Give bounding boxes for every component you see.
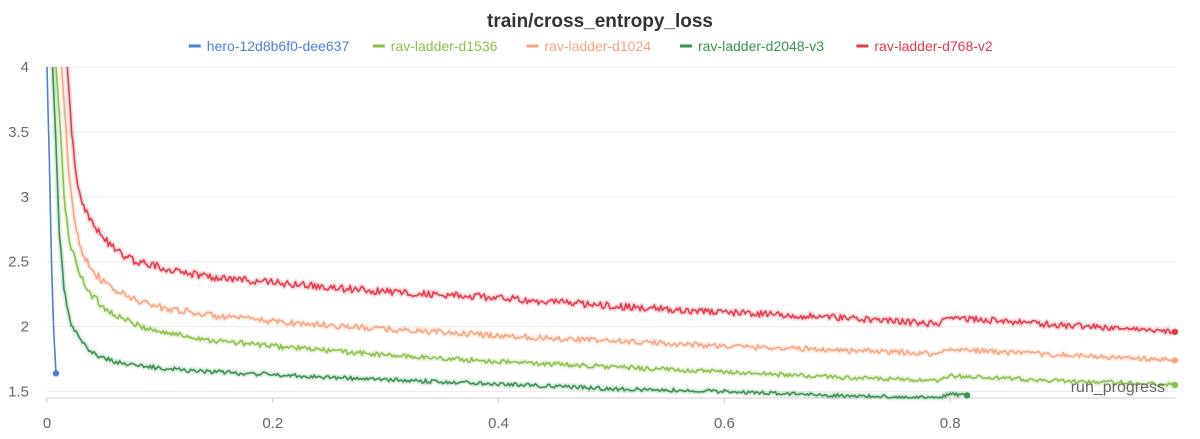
legend-label: hero-12d8b6f0-dee637: [207, 38, 350, 54]
series-endpoint-hero-12d8b6f0-dee637[interactable]: [52, 370, 60, 377]
series-line-hero-12d8b6f0-dee637[interactable]: [46, 66, 57, 374]
series-line-rav-ladder-d2048-v3[interactable]: [51, 66, 968, 399]
chart-title: train/cross_entropy_loss: [487, 11, 713, 32]
x-tick-label: 0.6: [714, 415, 735, 432]
legend-label: rav-ladder-d2048-v3: [698, 38, 824, 54]
legend-label: rav-ladder-d768-v2: [874, 38, 992, 54]
y-tick-label: 3: [21, 189, 29, 206]
x-tick-label: 0.4: [488, 415, 509, 432]
legend-label: rav-ladder-d1536: [391, 38, 498, 54]
series-band-rav-ladder-d768-v2: [64, 66, 1177, 336]
legend-item[interactable]: rav-ladder-d768-v2: [856, 38, 993, 54]
x-tick-label: 0.8: [940, 415, 961, 432]
series-line-rav-ladder-d1024[interactable]: [60, 66, 1176, 363]
axes: 1.5 2 2.5 3 3.5 4 0 0.2 0.4 0.6 0.8: [8, 59, 1176, 432]
y-tick-label: 1.5: [8, 384, 29, 401]
legend-item[interactable]: rav-ladder-d1024: [526, 38, 651, 54]
series-endpoint-rav-ladder-d768-v2[interactable]: [1171, 328, 1179, 335]
series-line-rav-ladder-d768-v2[interactable]: [66, 66, 1176, 335]
y-tick-label: 3.5: [8, 124, 29, 141]
y-tick-label: 2: [21, 319, 29, 336]
series-endpoint-rav-ladder-d1024[interactable]: [1171, 357, 1179, 364]
legend-item[interactable]: rav-ladder-d1536: [372, 38, 498, 54]
legend[interactable]: hero-12d8b6f0-dee637 rav-ladder-d1536 rav-…: [188, 38, 993, 54]
series-line-rav-ladder-d1536[interactable]: [55, 66, 1176, 388]
x-tick-label: 0.2: [262, 415, 283, 432]
x-axis-label: run_progress: [1071, 379, 1165, 396]
legend-item[interactable]: hero-12d8b6f0-dee637: [188, 38, 350, 54]
series-endpoint-rav-ladder-d2048-v3[interactable]: [963, 392, 971, 399]
series-endpoint-rav-ladder-d1536[interactable]: [1171, 381, 1179, 389]
y-tick-label: 4: [21, 59, 29, 76]
plot-area[interactable]: [46, 66, 1179, 401]
legend-label: rav-ladder-d1024: [544, 38, 651, 54]
series-band-rav-ladder-d1536: [53, 66, 1177, 390]
y-tick-label: 2.5: [8, 254, 29, 271]
x-tick-label: 0: [43, 415, 51, 432]
legend-item[interactable]: rav-ladder-d2048-v3: [680, 38, 824, 54]
grid: [47, 66, 1176, 393]
